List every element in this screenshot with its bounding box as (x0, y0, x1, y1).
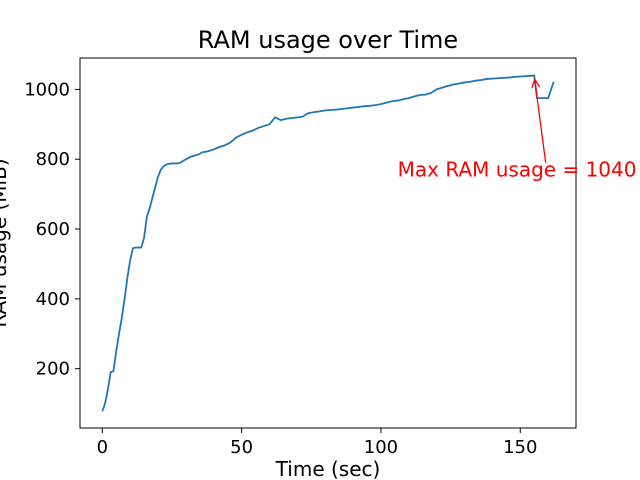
x-axis-label: Time (sec) (275, 457, 381, 480)
annotation-arrow-shaft (534, 79, 547, 163)
max-ram-annotation: Max RAM usage = 1040 MiB (398, 158, 640, 182)
plot-frame (79, 57, 577, 429)
chart-title: RAM usage over Time (198, 26, 458, 54)
annotation-arrow-head (531, 77, 541, 89)
x-tick-label: 150 (503, 437, 537, 458)
series-line-0 (101, 74, 555, 412)
x-tick-label: 100 (364, 437, 398, 458)
x-tick-label: 0 (97, 437, 108, 458)
y-tick-label: 400 (36, 289, 70, 310)
y-tick-label: 1000 (24, 79, 70, 100)
y-tick-label: 200 (36, 359, 70, 380)
y-tick-label: 800 (36, 149, 70, 170)
y-axis-label: RAM usage (MiB) (0, 158, 11, 327)
x-tick-label: 50 (230, 437, 253, 458)
y-tick-label: 600 (36, 219, 70, 240)
